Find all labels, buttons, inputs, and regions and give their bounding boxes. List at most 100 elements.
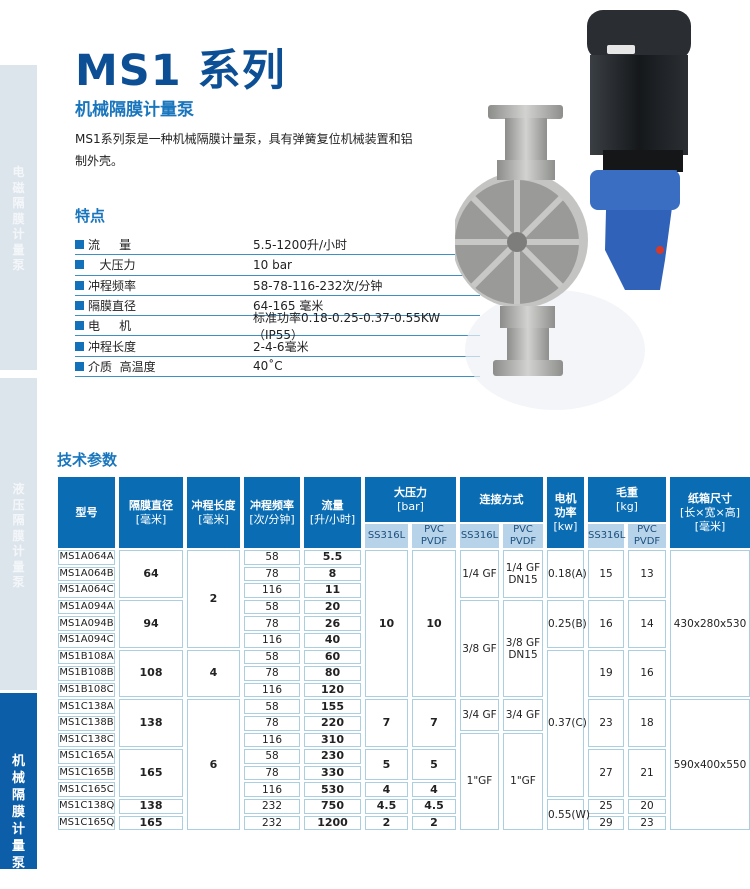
- tab-char: 隔: [11, 788, 25, 803]
- cell-conn-pvc: 3/8 GF DN15: [503, 599, 543, 698]
- feature-label: 隔膜直径: [88, 299, 137, 314]
- cell-diameter: 94: [119, 599, 183, 648]
- cell-freq: 116: [244, 782, 300, 797]
- cell-diameter: 165: [119, 749, 183, 797]
- cell-weight-ss: 27: [588, 749, 624, 797]
- table-row: MS1C138B 78 220: [58, 715, 750, 731]
- cell-flow: 310: [304, 732, 361, 748]
- cell-flow: 26: [304, 616, 361, 631]
- cell-weight-ss: 15: [588, 550, 624, 598]
- bullet-square-icon: [75, 240, 84, 250]
- cell-weight-ss: 19: [588, 649, 624, 698]
- cell-flow: 230: [304, 749, 361, 764]
- feature-value: 58-78-116-232次/分钟: [253, 278, 383, 293]
- table-row: MS1C165C 116 530 4 4: [58, 782, 750, 797]
- header-flow: 流量 [升/小时]: [304, 477, 361, 548]
- tab-char: 压: [12, 497, 25, 512]
- cell-model: MS1C165C: [58, 782, 115, 797]
- tab-char: 膜: [11, 805, 25, 820]
- tech-specs-table: 型号 隔膜直径 [毫米] 冲程长度 [毫米] 冲程频率 [次/分钟] 流量 [升/小时]…: [54, 475, 750, 832]
- header-freq: 冲程频率 [次/分钟]: [244, 477, 300, 548]
- cell-freq: 58: [244, 749, 300, 764]
- tab-char: 量: [12, 242, 25, 257]
- header-weight: 毛重 [kg]: [588, 477, 666, 522]
- pump-image: [455, 10, 691, 410]
- feature-row: 介质 高温度 40˚C: [75, 357, 480, 378]
- cell-weight-ss: 29: [588, 815, 624, 831]
- cell-flow: 1200: [304, 815, 361, 831]
- cell-model: MS1B108A: [58, 649, 115, 665]
- tab-char: 量: [12, 559, 25, 574]
- bullet-square-icon: [75, 321, 84, 331]
- header-model: 型号: [58, 477, 115, 548]
- cell-conn-ss: 1"GF: [460, 732, 499, 831]
- sidebar-tab-electromagnetic[interactable]: 电磁隔膜计量泵: [0, 65, 37, 370]
- sidebar-tab-mechanical[interactable]: 机械隔膜计量泵及: [0, 693, 37, 888]
- cell-flow: 80: [304, 666, 361, 681]
- cell-freq: 232: [244, 815, 300, 831]
- cell-flow: 60: [304, 649, 361, 665]
- cell-stroke: 4: [187, 649, 240, 698]
- feature-value: 标准功率0.18-0.25-0.37-0.55KW（IP55）: [253, 310, 441, 342]
- bullet-square-icon: [75, 361, 84, 371]
- tab-char: 泵: [12, 575, 25, 589]
- cell-flow: 20: [304, 599, 361, 615]
- cell-pressure-ss: 4.5: [365, 798, 408, 814]
- cell-model: MS1C165B: [58, 765, 115, 781]
- cell-freq: 78: [244, 666, 300, 681]
- features-title: 特点: [75, 207, 106, 225]
- feature-value: 10 bar: [253, 257, 292, 272]
- tab-char: 计: [11, 822, 25, 837]
- feature-row: 冲程长度 2-4-6毫米: [75, 336, 480, 357]
- table-row: MS1C165Q 165 232 1200 2 2 29 23: [58, 815, 750, 831]
- cell-model: MS1A094A: [58, 599, 115, 615]
- feature-row: 冲程频率 58-78-116-232次/分钟: [75, 276, 480, 296]
- table-row: MS1C165A 165 58 230 5 5 27 21: [58, 749, 750, 797]
- cell-conn-pvc: 1"GF: [503, 732, 543, 831]
- cell-pressure-ss: 7: [365, 699, 408, 748]
- cell-freq: 116: [244, 632, 300, 648]
- cell-freq: 58: [244, 699, 300, 714]
- cell-model: MS1A064B: [58, 566, 115, 582]
- tab-char: 隔: [12, 196, 25, 210]
- cell-diameter: 108: [119, 649, 183, 698]
- cell-diameter: 138: [119, 798, 183, 814]
- feature-value: 64-165 毫米: [253, 299, 324, 314]
- tab-char: 膜: [12, 211, 25, 226]
- feature-label: 大压力: [88, 258, 136, 273]
- cell-pressure-ss: 4: [365, 782, 408, 797]
- cell-pressure-ss: 5: [365, 749, 408, 781]
- cell-power: 0.55(W): [547, 798, 590, 831]
- subheader-ss: SS316L: [365, 524, 408, 548]
- cell-flow: 220: [304, 715, 361, 731]
- cell-conn-pvc: 1/4 GF DN15: [503, 550, 543, 598]
- cell-freq: 58: [244, 649, 300, 665]
- feature-row: 流 量 5.5-1200升/小时: [75, 235, 480, 256]
- cell-flow: 530: [304, 782, 361, 797]
- table-row: MS1A094C 116 40: [58, 632, 750, 648]
- cell-pressure-ss: 10: [365, 550, 408, 698]
- cell-pressure-pvc: 2: [412, 815, 456, 831]
- cell-model: MS1A064C: [58, 583, 115, 598]
- cell-box: 430x280x530: [670, 550, 750, 698]
- bullet-square-icon: [75, 341, 84, 351]
- subheader-ss: SS316L: [588, 524, 625, 548]
- cell-flow: 40: [304, 632, 361, 648]
- cell-weight-pvc: 20: [628, 798, 666, 814]
- cell-conn-ss: 1/4 GF: [460, 550, 499, 598]
- cell-freq: 58: [244, 599, 300, 615]
- cell-model: MS1C138B: [58, 715, 115, 731]
- header-power: 电机 功率 [kw]: [547, 477, 584, 548]
- subheader-pvc: PVC PVDF: [628, 524, 666, 548]
- cell-stroke: 2: [187, 550, 240, 648]
- page-title: MS1 系列: [75, 46, 286, 96]
- tab-char: 计: [12, 544, 25, 558]
- feature-label: 流 量: [88, 238, 132, 253]
- sidebar-tab-hydraulic[interactable]: 液压隔膜计量泵: [0, 378, 37, 690]
- cell-weight-pvc: 14: [628, 599, 666, 648]
- cell-model: MS1C165Q: [58, 815, 115, 831]
- header-pressure: 大压力 [bar]: [365, 477, 456, 522]
- cell-freq: 116: [244, 682, 300, 698]
- feature-value: 2-4-6毫米: [253, 339, 309, 354]
- features-list: 流 量 5.5-1200升/小时 大压力 10 bar 冲程频率 58-78-116-2…: [75, 235, 480, 378]
